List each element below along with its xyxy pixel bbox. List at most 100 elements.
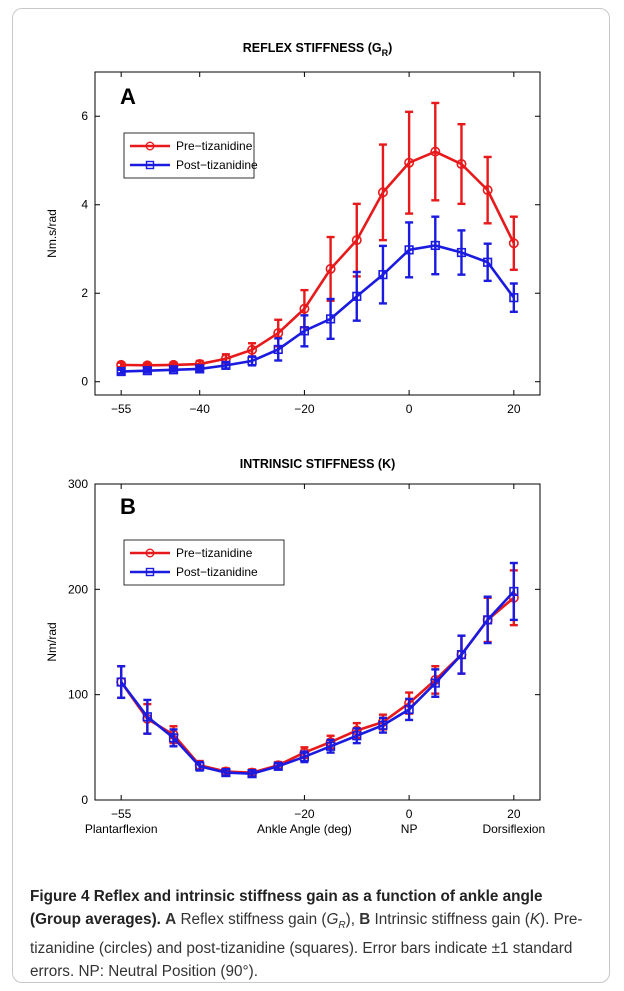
y-tick-label: 4 <box>81 198 88 212</box>
data-point <box>509 293 519 303</box>
series-line <box>121 244 515 373</box>
plot-area-frame <box>94 483 541 801</box>
panel-letter: A <box>120 84 136 109</box>
data-point <box>325 314 336 324</box>
data-point <box>430 146 441 157</box>
plot-area-frame <box>94 71 541 396</box>
data-point <box>352 731 362 741</box>
data-point <box>221 360 231 370</box>
data-point <box>299 752 310 762</box>
data-point <box>456 247 467 258</box>
legend-entry: Post−tizanidine <box>176 565 258 579</box>
series-pre <box>116 101 519 371</box>
data-point <box>195 364 205 374</box>
legend-entry: Post−tizanidine <box>176 158 258 172</box>
data-point <box>483 615 493 625</box>
series-line <box>121 150 515 367</box>
y-tick-label: 0 <box>81 375 88 389</box>
caption-a-label: A <box>165 911 177 928</box>
data-point <box>299 326 310 336</box>
data-point <box>483 257 493 267</box>
x-tick-label: −20 <box>294 807 315 821</box>
data-point <box>325 263 336 274</box>
x-axis-label: Ankle Angle (deg) <box>257 822 352 836</box>
data-point <box>273 761 283 771</box>
y-tick-label: 0 <box>81 793 88 807</box>
legend-entry: Pre−tizanidine <box>176 546 253 560</box>
x-tick-label: 20 <box>507 807 521 821</box>
x-tick-label: 0 <box>406 402 413 416</box>
legend-box <box>123 539 285 586</box>
data-point <box>273 344 283 355</box>
y-tick-label: 100 <box>68 688 88 702</box>
data-point <box>299 303 310 314</box>
x-label-plantarflexion: Plantarflexion <box>85 822 158 836</box>
data-point <box>508 238 519 249</box>
y-tick-label: 2 <box>81 286 88 300</box>
caption-b-close: ). Pre-tizanidine (circles) and post-tiz… <box>30 911 583 981</box>
data-point <box>168 733 179 743</box>
caption-a-close: ), <box>345 911 360 928</box>
legend-swatch-marker <box>145 548 155 558</box>
data-point <box>195 761 205 771</box>
data-point <box>352 291 362 301</box>
data-point <box>351 235 362 246</box>
caption-a-text: Reflex stiffness gain ( <box>176 911 327 928</box>
legend-box <box>123 132 255 179</box>
data-point <box>247 344 258 355</box>
caption-title: Reflex and intrinsic stiffness gain as a… <box>30 888 543 928</box>
y-axis-label: Nm.s/rad <box>45 209 59 258</box>
x-tick-label: 20 <box>507 402 521 416</box>
figure-4-chart: REFLEX STIFFNESS (GR)−55 −40 −20 0 200246ANm… <box>45 41 545 836</box>
data-point <box>378 270 388 280</box>
chart-title: INTRINSIC STIFFNESS (K) <box>240 457 396 471</box>
legend: Pre−tizanidine Post−tizanidine <box>123 132 258 179</box>
data-point <box>404 157 415 168</box>
data-point <box>456 650 467 660</box>
legend-swatch-marker <box>145 567 155 577</box>
series-post <box>116 215 519 377</box>
chart-title: REFLEX STIFFNESS (GR) <box>243 41 393 58</box>
data-point <box>116 677 126 687</box>
data-point <box>142 366 152 376</box>
panel-letter: B <box>120 494 136 519</box>
series-post <box>116 561 519 779</box>
x-label-dorsiflexion: Dorsiflexion <box>482 822 545 836</box>
data-point <box>430 678 440 688</box>
data-point <box>430 240 440 251</box>
caption-figure-label: Figure 4 <box>30 888 90 905</box>
data-point <box>142 712 152 722</box>
data-point <box>168 365 179 375</box>
x-tick-label: −55 <box>111 807 132 821</box>
panel-b: INTRINSIC STIFFNESS (K)−55 −20 0 2001002003… <box>45 457 545 836</box>
data-point <box>456 159 467 170</box>
figure-caption: Figure 4 Reflex and intrinsic stiffness … <box>30 888 583 981</box>
y-tick-label: 200 <box>68 582 88 596</box>
data-point <box>116 366 126 377</box>
x-tick-label: −20 <box>294 402 315 416</box>
data-point <box>247 356 257 366</box>
figure-frame <box>12 8 610 983</box>
caption-b-symbol: K <box>529 911 541 928</box>
caption-a-subscript: R <box>338 920 346 932</box>
legend-entry: Pre−tizanidine <box>176 139 253 153</box>
panel-a: REFLEX STIFFNESS (GR) −55 −40 −20 0 20 0 2 4 6 A Nm… <box>45 41 541 416</box>
data-point <box>482 185 493 196</box>
x-tick-label: −40 <box>190 402 211 416</box>
y-tick-label: 6 <box>81 109 88 123</box>
data-point <box>221 768 231 778</box>
caption-b-text: Intrinsic stiffness gain ( <box>370 911 530 928</box>
caption-a-symbol: G <box>326 911 339 928</box>
y-tick-label: 300 <box>68 477 88 491</box>
x-tick-label: −55 <box>111 402 132 416</box>
data-point <box>404 704 414 715</box>
data-point <box>378 720 388 730</box>
legend-swatch-marker <box>145 141 155 151</box>
data-point <box>377 187 388 198</box>
data-point <box>404 245 414 255</box>
legend: Pre−tizanidine Post−tizanidine <box>123 539 285 586</box>
x-label-np: NP <box>401 822 418 836</box>
data-point <box>509 586 519 597</box>
caption-b-label: B <box>359 911 371 928</box>
x-tick-label: 0 <box>406 807 413 821</box>
